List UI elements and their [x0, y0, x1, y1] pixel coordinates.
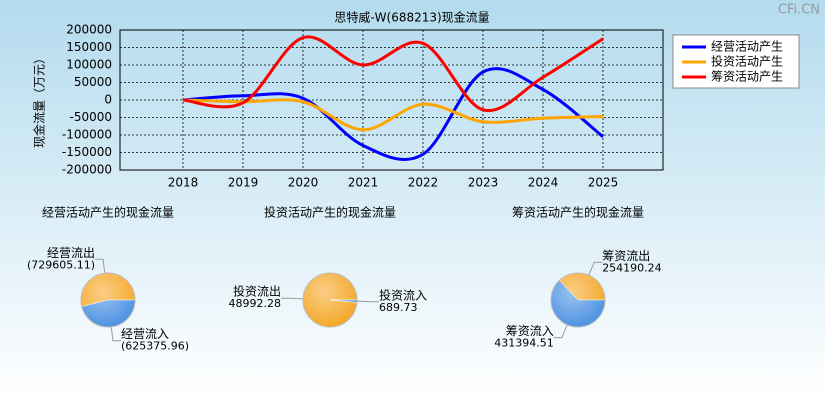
x-tick-label: 2025: [588, 176, 619, 190]
watermark: CFi.CN: [778, 3, 820, 18]
pie-value-label: 431394.51: [494, 337, 554, 350]
pie-title: 投资活动产生的现金流量: [264, 205, 396, 220]
pie-value-label: 254190.24: [602, 261, 662, 274]
pie-label: 筹资流入: [506, 324, 554, 338]
legend-label: 经营活动产生: [711, 40, 783, 54]
x-tick-label: 2023: [468, 176, 499, 190]
pie-value-label: (729605.11): [27, 258, 95, 271]
leader-line: [356, 300, 379, 303]
x-tick-label: 2024: [528, 176, 559, 190]
series-line: [182, 98, 604, 132]
series-line: [182, 35, 604, 113]
pie-value-label: 689.73: [379, 301, 418, 314]
series-line: [182, 67, 604, 161]
leader-line: [110, 326, 121, 342]
pie-label: 筹资流出: [602, 249, 650, 263]
pie-value-label: (625375.96): [121, 340, 189, 353]
x-tick-label: 2019: [228, 176, 259, 190]
pie-title: 筹资活动产生的现金流量: [512, 205, 644, 220]
y-tick-label: 200000: [66, 23, 112, 37]
y-tick-label: -50000: [69, 110, 112, 124]
legend-label: 筹资活动产生: [711, 70, 783, 84]
y-tick-label: 100000: [66, 58, 112, 72]
pie-label: 投资流出: [233, 284, 281, 299]
leader-line: [95, 258, 106, 274]
y-tick-label: -150000: [62, 145, 112, 159]
y-tick-label: 150000: [66, 40, 112, 54]
y-tick-label: 0: [104, 93, 112, 107]
chart-title: 思特威-W(688213)现金流量: [334, 10, 489, 25]
pie-value-label: 48992.28: [229, 297, 282, 310]
leader-line: [588, 261, 603, 276]
pie-label: 经营流出: [47, 246, 95, 260]
x-tick-label: 2021: [348, 176, 379, 190]
y-tick-label: -100000: [62, 128, 112, 142]
y-axis-title: 现金流量（万元）: [32, 52, 47, 148]
pie-title: 经营活动产生的现金流量: [42, 205, 174, 220]
leader-line: [553, 324, 568, 339]
x-tick-label: 2018: [168, 176, 199, 190]
pie-shine: [302, 272, 358, 328]
pie-shine: [550, 272, 606, 328]
pie-label: 经营流入: [121, 327, 169, 341]
x-tick-label: 2022: [408, 176, 439, 190]
pie-label: 投资流入: [379, 287, 427, 302]
y-tick-label: 50000: [74, 75, 112, 89]
leader-line: [281, 297, 304, 300]
legend-label: 投资活动产生: [711, 54, 783, 69]
x-tick-label: 2020: [288, 176, 319, 190]
pie-shine: [80, 272, 136, 328]
y-tick-label: -200000: [62, 163, 112, 177]
